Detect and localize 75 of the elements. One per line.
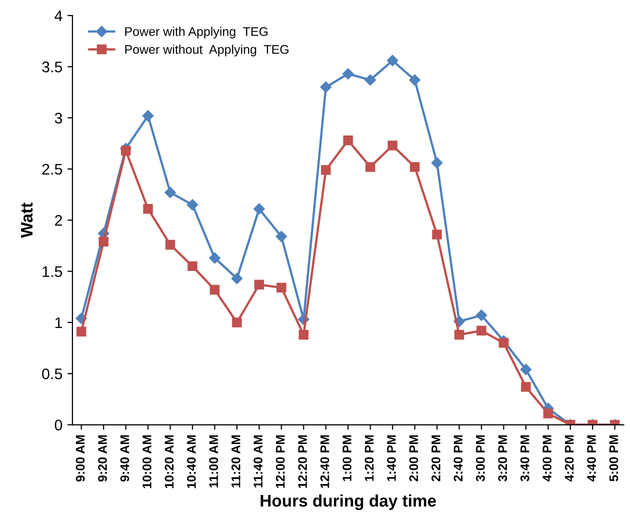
x-tick-label: 4:40 PM	[587, 435, 596, 482]
y-tick-label: 4	[54, 10, 62, 22]
point	[298, 330, 308, 340]
x-tick-label: 12:20 PM	[298, 435, 307, 488]
point	[520, 364, 532, 376]
point	[343, 135, 353, 146]
x-tick-label: 3:20 PM	[498, 435, 508, 482]
point	[76, 326, 86, 337]
point	[143, 204, 153, 214]
x-tick-label: 12:40 PM	[320, 435, 330, 488]
point	[320, 165, 331, 175]
x-tick-label: 10:20 AM	[164, 435, 174, 488]
point	[364, 74, 376, 86]
x-tick-label: 3:40 PM	[520, 435, 530, 482]
x-tick-label: 4:00 PM	[542, 435, 552, 482]
point	[498, 338, 509, 348]
y-tick-label: 1	[55, 317, 62, 328]
point	[210, 284, 220, 295]
point	[276, 230, 287, 242]
x-tick-label: 2:00 PM	[409, 435, 418, 482]
point	[254, 203, 265, 214]
y-tick-label: 1.5	[42, 266, 62, 277]
point	[254, 280, 264, 290]
x-tick-label: 1:40 PM	[387, 435, 396, 481]
x-tick-label: 9:00 AM	[76, 435, 85, 482]
x-tick-label: 5:00 PM	[609, 435, 618, 482]
legend-label: Power without Applying TEG	[125, 44, 288, 56]
point	[476, 326, 486, 336]
x-tick-label: 10:40 AM	[186, 435, 196, 488]
y-tick-label: 3.5	[42, 62, 62, 72]
x-tick-label: 11:00 AM	[209, 435, 218, 488]
x-tick-label: 3:00 PM	[476, 435, 485, 482]
point	[188, 261, 198, 272]
point	[276, 282, 286, 293]
y-tick-label: 0	[54, 420, 62, 430]
point	[320, 82, 332, 93]
point	[386, 54, 398, 66]
x-tick-label: 2:20 PM	[431, 435, 440, 482]
x-tick-label: 9:20 AM	[98, 435, 107, 482]
point	[365, 162, 376, 172]
point	[186, 199, 198, 210]
point	[476, 310, 488, 321]
point	[232, 318, 242, 328]
x-axis-title: Hours during day time	[260, 494, 436, 510]
x-tick-label: 9:40 AM	[120, 435, 130, 482]
point	[342, 68, 354, 80]
point	[388, 140, 398, 150]
x-tick-label: 12:00 PM	[276, 435, 285, 488]
x-tick-label: 2:40 PM	[454, 435, 463, 482]
point	[231, 272, 243, 284]
point	[410, 162, 420, 172]
point	[454, 330, 464, 340]
y-tick-label: 0.5	[42, 368, 62, 380]
point	[543, 408, 553, 418]
x-tick-label: 4:20 PM	[564, 435, 574, 482]
point	[120, 146, 131, 156]
point	[142, 110, 154, 122]
y-tick-label: 2.5	[42, 164, 62, 175]
x-tick-label: 11:40 AM	[254, 435, 263, 488]
point	[521, 382, 531, 392]
point	[431, 157, 443, 168]
legend-label: Power with Applying TEG	[125, 26, 268, 38]
y-tick-label: 2	[55, 215, 62, 226]
point	[164, 186, 176, 198]
x-tick-label: 1:00 PM	[342, 435, 352, 481]
point	[209, 252, 220, 264]
point	[165, 240, 176, 250]
point	[432, 230, 442, 240]
x-tick-label: 10:00 AM	[142, 435, 152, 488]
point	[98, 236, 108, 246]
y-axis-title: Watt	[21, 202, 33, 238]
x-tick-label: 11:20 AM	[231, 435, 240, 488]
y-tick-label: 3	[54, 112, 62, 124]
x-tick-label: 1:20 PM	[364, 435, 374, 481]
point	[409, 74, 420, 86]
